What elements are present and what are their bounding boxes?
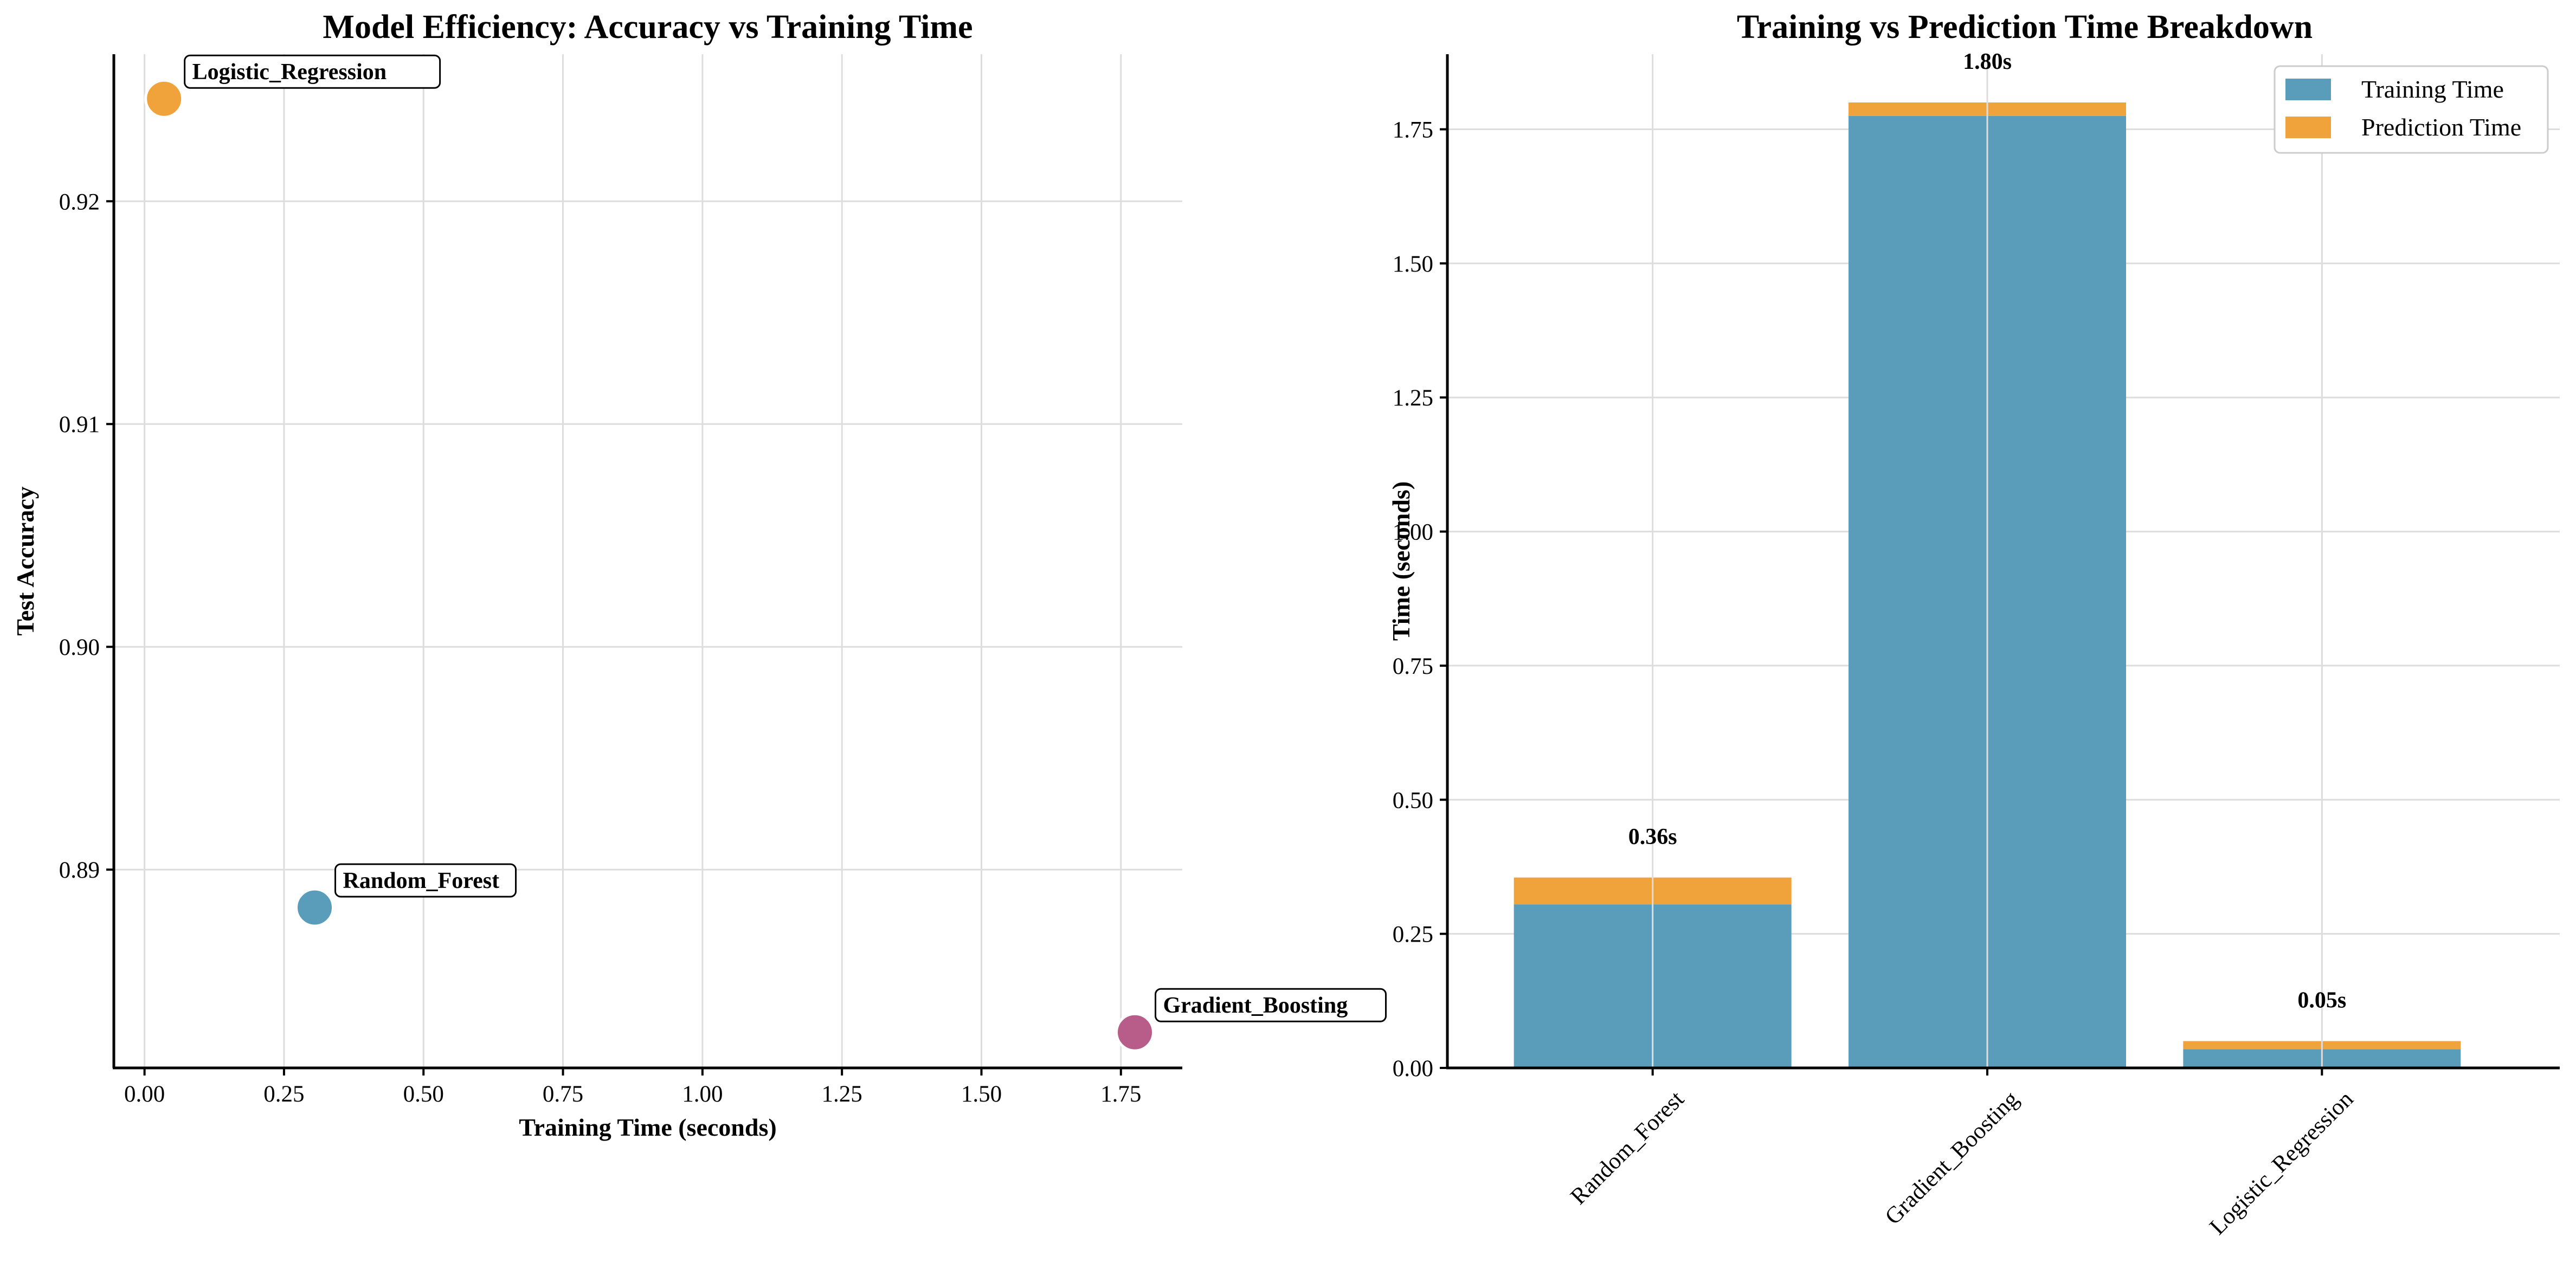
scatter-chart: Model Efficiency: Accuracy vs Training T…	[11, 9, 1387, 1141]
scatter-x-tick-label: 1.50	[961, 1081, 1002, 1107]
bar-total-labels: 0.36s 1.80s 0.05s	[1628, 49, 2347, 1013]
bar-y-tick-label: 0.75	[1393, 654, 1433, 679]
scatter-point-annotation-box	[1155, 988, 1387, 1022]
scatter-x-tick-label: 1.75	[1100, 1081, 1141, 1107]
scatter-x-tick-label: 0.25	[263, 1081, 304, 1107]
scatter-point	[144, 79, 184, 119]
scatter-x-axis-label: Training Time (seconds)	[519, 1113, 776, 1141]
bar-y-axis-label: Time (seconds)	[1387, 481, 1415, 641]
scatter-x-tick-label: 0.50	[403, 1081, 444, 1107]
bar-y-tick-label: 0.50	[1393, 788, 1433, 813]
scatter-point-label: Random_Forest	[343, 868, 500, 893]
bar-y-tick-label: 1.75	[1393, 118, 1433, 143]
scatter-point-label: Gradient_Boosting	[1163, 993, 1348, 1018]
scatter-y-tick-label: 0.90	[59, 635, 100, 660]
scatter-y-tick-label: 0.91	[59, 412, 100, 437]
bar-y-tick-label: 1.25	[1393, 385, 1433, 411]
legend-swatch-prediction-time	[2285, 117, 2331, 138]
bar-total-label: 1.80s	[1963, 49, 2012, 74]
scatter-point-annotation-box	[334, 863, 517, 898]
bar-total-label: 0.05s	[2297, 988, 2346, 1013]
scatter-points: Random_Forest Gradient_Boosting Logistic_R…	[144, 54, 1387, 1052]
bar-y-tick-label: 0.25	[1393, 922, 1433, 948]
scatter-y-tick-label: 0.92	[59, 189, 100, 215]
legend-swatch-training-time	[2285, 79, 2331, 100]
scatter-chart-title: Model Efficiency: Accuracy vs Training T…	[323, 9, 973, 46]
scatter-x-tick-label: 1.00	[682, 1081, 723, 1107]
bar-legend: Training Time Prediction Time	[2274, 65, 2549, 154]
scatter-point	[295, 887, 335, 928]
legend-frame	[2274, 65, 2549, 154]
bar-total-label: 0.36s	[1628, 825, 1677, 849]
scatter-y-tick-label: 0.89	[59, 858, 100, 883]
scatter-x-tick-label: 0.00	[124, 1081, 165, 1107]
bar-chart-title: Training vs Prediction Time Breakdown	[1737, 9, 2313, 46]
bar-x-tick-label: Logistic_Regression	[2205, 1086, 2358, 1240]
bar-vertical-grid	[1652, 54, 2323, 1068]
scatter-x-tick-label: 1.25	[822, 1081, 862, 1107]
bar-y-tick-label: 1.00	[1393, 520, 1433, 545]
scatter-y-axis-label: Test Accuracy	[11, 486, 39, 636]
scatter-point-annotation-box	[184, 54, 441, 89]
legend-label-prediction-time: Prediction Time	[2361, 113, 2521, 141]
bar-x-tick-label: Random_Forest	[1566, 1086, 1689, 1210]
scatter-point	[1115, 1012, 1155, 1052]
bar-y-tick-label: 1.50	[1393, 252, 1433, 277]
legend-label-training-time: Training Time	[2361, 75, 2504, 103]
scatter-point-label: Logistic_Regression	[192, 60, 387, 85]
bar-y-tick-label: 0.00	[1393, 1056, 1433, 1081]
scatter-ticks: 0.00 0.25 0.50 0.75 1.00 1.25 1.50 1.75 0.89 0.90…	[59, 189, 1142, 1107]
bar-x-tick-label: Gradient_Boosting	[1880, 1086, 2024, 1230]
bar-chart: Training vs Prediction Time Breakdown 0.…	[1387, 9, 2560, 1240]
scatter-grid	[114, 54, 1182, 1068]
scatter-x-tick-label: 0.75	[543, 1081, 583, 1107]
